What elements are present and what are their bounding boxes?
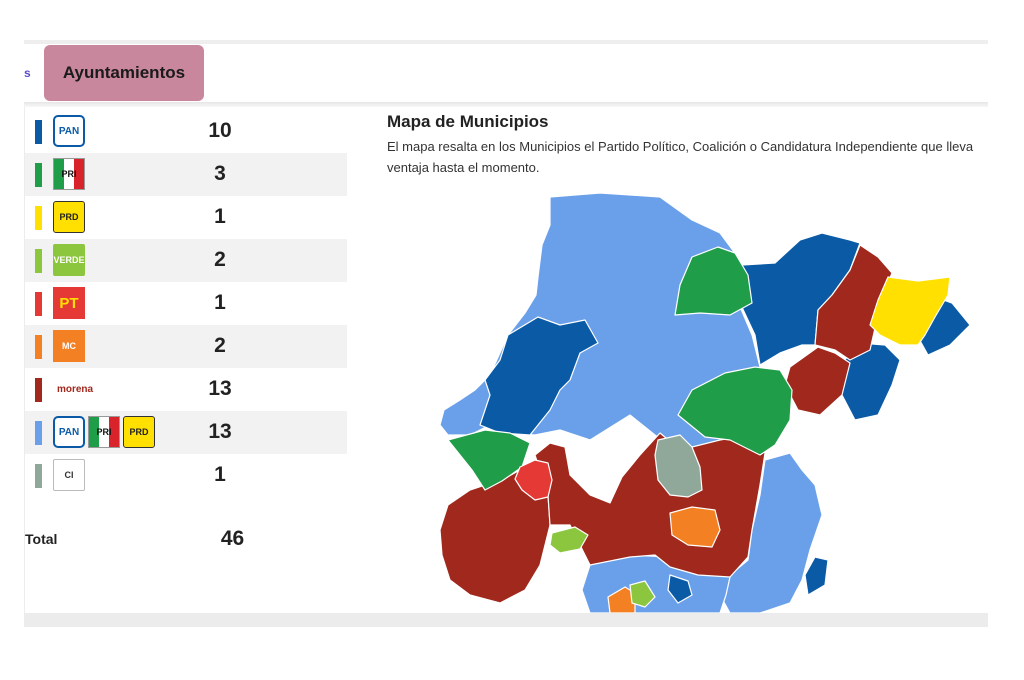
party-color-swatch bbox=[35, 464, 42, 488]
municipality-morena-center bbox=[534, 432, 766, 578]
party-color-swatch bbox=[35, 421, 42, 445]
municipality-pan-west bbox=[479, 316, 599, 436]
footer-bar bbox=[24, 613, 988, 627]
pri-logo: PRI bbox=[88, 416, 120, 448]
municipality-pri-west bbox=[447, 429, 531, 491]
verde-logo: VERDE bbox=[53, 244, 85, 276]
pt-logo: PT bbox=[53, 287, 85, 319]
party-logos: PAN PRI PRD bbox=[53, 416, 155, 448]
party-row: morena 13 bbox=[25, 368, 347, 411]
municipalities-map bbox=[439, 192, 971, 613]
party-logos: VERDE bbox=[53, 244, 85, 276]
party-count: 10 bbox=[208, 119, 232, 142]
party-logos: morena bbox=[53, 373, 97, 405]
municipality-pri-north bbox=[674, 246, 753, 316]
party-row: PT 1 bbox=[25, 282, 347, 325]
map-title: Mapa de Municipios bbox=[387, 112, 549, 131]
party-logos: MC bbox=[53, 330, 85, 362]
prd-logo: PRD bbox=[123, 416, 155, 448]
pri-logo: PRI bbox=[53, 158, 85, 190]
municipality-verde-2 bbox=[629, 580, 656, 608]
party-logos: PRI bbox=[53, 158, 85, 190]
municipality-pan-southeast bbox=[804, 556, 829, 596]
pan-logo: PAN bbox=[53, 115, 85, 147]
total-value: 46 bbox=[220, 527, 245, 550]
party-color-swatch bbox=[35, 292, 42, 316]
party-count: 1 bbox=[214, 463, 226, 486]
party-color-swatch bbox=[35, 206, 42, 230]
party-row: CI 1 bbox=[25, 454, 347, 497]
party-logos: CI bbox=[53, 459, 85, 491]
party-row: PAN PRI PRD 13 bbox=[25, 411, 347, 454]
tab-bar-shadow bbox=[24, 102, 988, 107]
municipality-pt bbox=[514, 459, 553, 501]
party-color-swatch bbox=[35, 249, 42, 273]
party-row: PRI 3 bbox=[25, 153, 347, 196]
party-count: 1 bbox=[214, 291, 226, 314]
party-count: 3 bbox=[214, 162, 226, 185]
municipality-ci bbox=[654, 434, 703, 498]
party-color-swatch bbox=[35, 378, 42, 402]
prd-logo: PRD bbox=[53, 201, 85, 233]
ci-logo: CI bbox=[53, 459, 85, 491]
mc-logo: MC bbox=[53, 330, 85, 362]
party-logos: PT bbox=[53, 287, 85, 319]
map-description: El mapa resalta en los Municipios el Par… bbox=[387, 139, 974, 175]
party-color-swatch bbox=[35, 335, 42, 359]
party-count: 13 bbox=[208, 420, 232, 443]
top-divider bbox=[24, 40, 988, 44]
municipality-verde-1 bbox=[549, 526, 589, 554]
municipality-prd bbox=[869, 276, 951, 346]
party-logos: PRD bbox=[53, 201, 85, 233]
municipality-pan-south bbox=[667, 574, 693, 604]
pan-logo: PAN bbox=[53, 416, 85, 448]
party-count: 13 bbox=[208, 377, 232, 400]
party-results-table: PAN 10 PRI 3 PRD 1 VERDE 2 PT 1 MC 2 morena 13 PAN PRI P… bbox=[25, 110, 347, 497]
tab-previous[interactable]: s bbox=[24, 66, 31, 80]
party-count: 2 bbox=[214, 248, 226, 271]
panel-border bbox=[24, 107, 25, 613]
party-color-swatch bbox=[35, 163, 42, 187]
municipality-morena-east-south bbox=[784, 346, 851, 416]
tab-ayuntamientos[interactable]: Ayuntamientos bbox=[44, 45, 204, 101]
morena-logo: morena bbox=[56, 383, 94, 395]
party-color-swatch bbox=[35, 120, 42, 144]
party-count: 1 bbox=[214, 205, 226, 228]
party-count: 2 bbox=[214, 334, 226, 357]
party-logos: PAN bbox=[53, 115, 85, 147]
municipality-pri-center bbox=[677, 366, 793, 456]
party-row: MC 2 bbox=[25, 325, 347, 368]
total-label: Total bbox=[25, 531, 58, 547]
party-row: PAN 10 bbox=[25, 110, 347, 153]
party-row: VERDE 2 bbox=[25, 239, 347, 282]
municipality-mc-center bbox=[669, 506, 721, 548]
party-row: PRD 1 bbox=[25, 196, 347, 239]
